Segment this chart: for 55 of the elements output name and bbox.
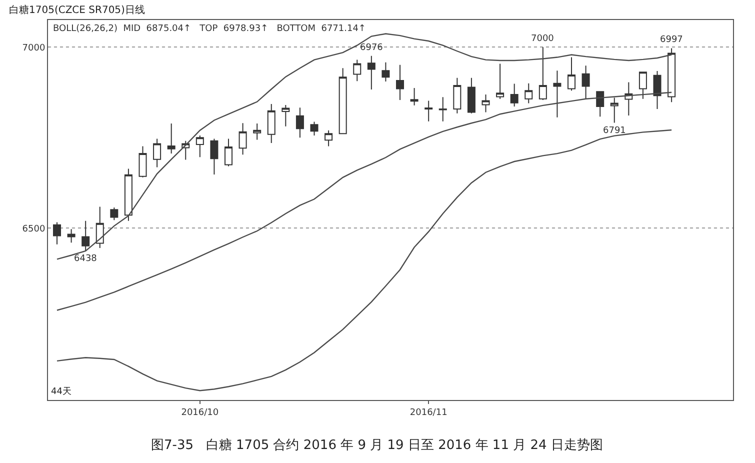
- x-tick-label: 2016/10: [181, 408, 219, 418]
- candlestick: [582, 65, 590, 100]
- candlestick: [524, 82, 533, 104]
- candlestick: [410, 88, 418, 106]
- candlestick: [610, 97, 618, 124]
- caption: 图7-35 白糖 1705 合约 2016 年 9 月 19 日至 2016 年 11 月 24 日走势图: [151, 438, 603, 453]
- candlestick: [653, 70, 662, 110]
- candlestick: [238, 122, 247, 156]
- candlestick: [224, 138, 233, 167]
- candlestick: [296, 107, 304, 138]
- candlestick: [382, 62, 390, 82]
- candlestick: [553, 70, 562, 118]
- candlestick: [482, 94, 490, 113]
- line-series: [56, 92, 672, 311]
- annotation: 6438: [74, 254, 98, 264]
- candlestick: [367, 55, 376, 90]
- candlestick: [638, 72, 647, 100]
- candlestick: [353, 59, 362, 82]
- chart-title: 白糖1705(CZCE SR705)日线: [9, 4, 145, 16]
- candlestick: [438, 96, 447, 122]
- annotation: 7000: [531, 34, 554, 44]
- candlestick: [338, 68, 347, 134]
- candlestick: [453, 77, 462, 114]
- candlestick: [138, 146, 147, 178]
- candlestick: [124, 168, 132, 222]
- text: BOLL(26,26,2) MID 6875.04↑ TOP 6978.93↑ BOTTOM 6771.14↑: [53, 24, 366, 34]
- candlestick: [82, 220, 90, 252]
- candlestick: [96, 206, 104, 248]
- y-tick-label: 6500: [22, 224, 46, 234]
- candlestick: [282, 104, 290, 127]
- candlestick: [538, 46, 547, 100]
- annotation: 44天: [51, 386, 72, 397]
- candlestick: [324, 130, 333, 147]
- annotation: 6976: [360, 43, 384, 53]
- candlestick: [596, 91, 604, 118]
- annotation: 6791: [603, 126, 626, 136]
- candlestick: [167, 123, 176, 154]
- candlestick: [310, 121, 318, 136]
- candlestick: [510, 83, 518, 107]
- candlestick: [668, 48, 676, 103]
- candlestick: [396, 64, 404, 100]
- candlestick: [67, 228, 76, 244]
- candlestick: [424, 100, 433, 122]
- candlestick: [467, 77, 476, 114]
- candlestick: [267, 103, 276, 144]
- candlestick: [110, 206, 118, 221]
- candlestick: [210, 138, 218, 176]
- candlestick: [568, 56, 576, 92]
- candlestick: [53, 222, 62, 245]
- candlestick: [196, 134, 204, 158]
- candlestick: [496, 63, 504, 100]
- candlestick: [253, 123, 262, 140]
- annotation: 6997: [660, 35, 683, 45]
- candlestick: [153, 138, 162, 168]
- x-tick-label: 2016/11: [410, 408, 448, 418]
